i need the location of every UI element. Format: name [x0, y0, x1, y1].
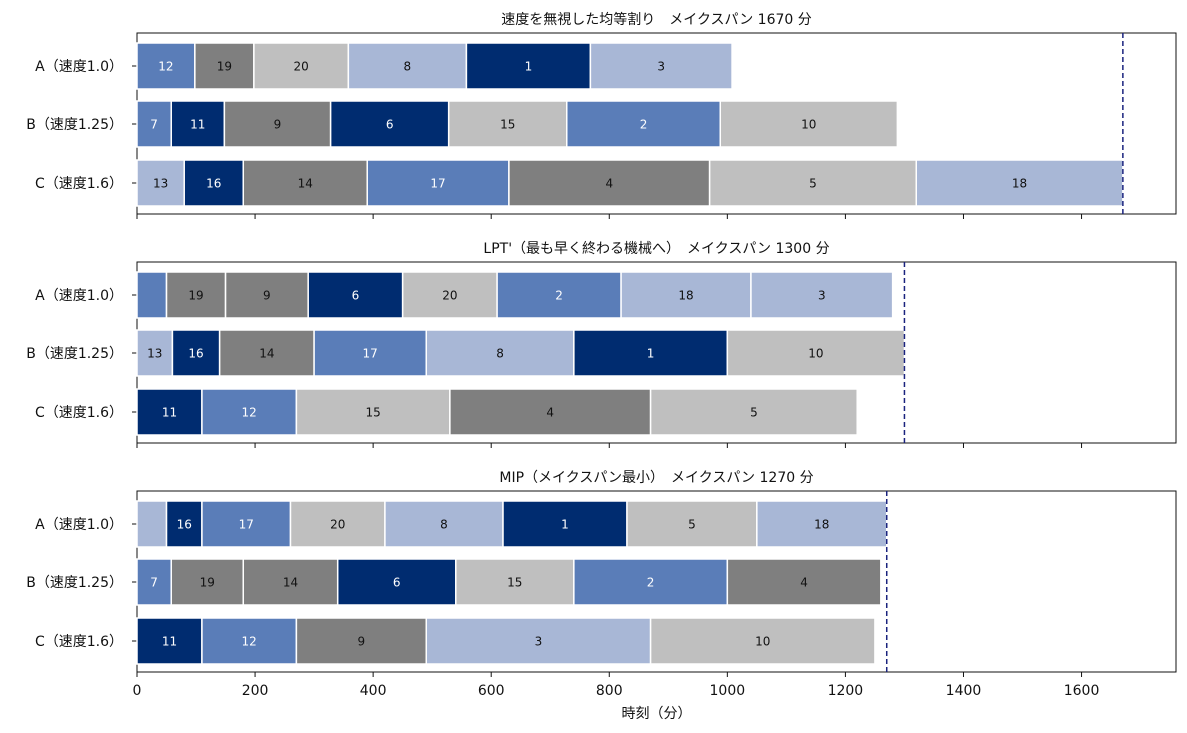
- job-label: 1: [647, 347, 655, 361]
- job-label: 6: [386, 118, 394, 132]
- job-label: 9: [358, 635, 366, 649]
- job-label: 11: [190, 118, 205, 132]
- x-tick-label: 0: [133, 683, 142, 699]
- panel-title: LPT'（最も早く終わる機械へ） メイクスパン 1300 分: [483, 241, 829, 257]
- job-label: 3: [535, 635, 543, 649]
- x-tick-label: 600: [478, 683, 505, 699]
- job-label: 3: [657, 60, 665, 74]
- machine-label: C（速度1.6）: [35, 405, 123, 421]
- job-label: 5: [688, 518, 696, 532]
- job-label: 1: [525, 60, 533, 74]
- job-label: 19: [217, 60, 232, 74]
- job-label: 15: [365, 406, 380, 420]
- machine-label: A（速度1.0）: [35, 288, 123, 304]
- job-label: 2: [555, 289, 563, 303]
- job-label: 4: [605, 177, 613, 191]
- job-label: 8: [496, 347, 504, 361]
- job-label: 17: [363, 347, 378, 361]
- job-bar: [137, 501, 167, 547]
- job-label: 3: [818, 289, 826, 303]
- job-label: 13: [147, 347, 162, 361]
- job-label: 15: [500, 118, 515, 132]
- job-label: 4: [800, 576, 808, 590]
- job-label: 19: [188, 289, 203, 303]
- job-label: 5: [750, 406, 758, 420]
- job-label: 14: [283, 576, 298, 590]
- x-tick-label: 1200: [828, 683, 864, 699]
- gantt-panel-2: LPT'（最も早く終わる機械へ） メイクスパン 1300 分A（速度1.0） 19…: [26, 241, 1176, 448]
- job-label: 8: [404, 60, 412, 74]
- job-label: 19: [200, 576, 215, 590]
- job-bar: [137, 272, 167, 318]
- job-label: 10: [801, 118, 816, 132]
- x-tick-label: 400: [360, 683, 387, 699]
- job-label: 10: [808, 347, 823, 361]
- job-label: 12: [242, 635, 257, 649]
- panel-title: 速度を無視した均等割り メイクスパン 1670 分: [501, 11, 812, 28]
- job-label: 5: [809, 177, 817, 191]
- job-label: 8: [440, 518, 448, 532]
- job-label: 18: [1012, 177, 1027, 191]
- job-label: 14: [259, 347, 274, 361]
- job-label: 12: [158, 60, 173, 74]
- job-label: 20: [293, 60, 308, 74]
- machine-label: C（速度1.6）: [35, 176, 123, 192]
- gantt-panel-1: 速度を無視した均等割り メイクスパン 1670 分A（速度1.0） 12 19 20 8…: [26, 11, 1176, 219]
- job-label: 9: [274, 118, 282, 132]
- job-label: 7: [150, 576, 158, 590]
- job-label: 2: [640, 118, 648, 132]
- job-label: 1: [561, 518, 569, 532]
- job-label: 20: [442, 289, 457, 303]
- job-label: 16: [188, 347, 203, 361]
- x-tick-label: 1600: [1064, 683, 1100, 699]
- job-label: 11: [162, 406, 177, 420]
- job-label: 15: [507, 576, 522, 590]
- machine-label: B（速度1.25）: [26, 575, 123, 591]
- job-label: 14: [298, 177, 313, 191]
- panel-title: MIP（メイクスパン最小） メイクスパン 1270 分: [499, 470, 813, 486]
- job-label: 20: [330, 518, 345, 532]
- machine-label: A（速度1.0）: [35, 59, 123, 75]
- job-label: 2: [647, 576, 655, 590]
- machine-label: B（速度1.25）: [26, 346, 123, 362]
- job-label: 6: [352, 289, 360, 303]
- job-label: 16: [177, 518, 192, 532]
- machine-label: B（速度1.25）: [26, 117, 123, 133]
- job-label: 7: [150, 118, 158, 132]
- x-tick-label: 1400: [946, 683, 982, 699]
- job-label: 18: [814, 518, 829, 532]
- job-label: 6: [393, 576, 401, 590]
- machine-label: A（速度1.0）: [35, 517, 123, 533]
- job-label: 9: [263, 289, 271, 303]
- gantt-panel-3: MIP（メイクスパン最小） メイクスパン 1270 分A（速度1.0） 16 17 2…: [26, 470, 1176, 677]
- job-label: 18: [678, 289, 693, 303]
- x-tick-label: 1000: [710, 683, 746, 699]
- x-axis-label: 時刻（分）: [622, 706, 692, 722]
- job-label: 11: [162, 635, 177, 649]
- job-label: 13: [153, 177, 168, 191]
- job-label: 17: [430, 177, 445, 191]
- job-label: 17: [239, 518, 254, 532]
- job-label: 4: [546, 406, 554, 420]
- job-label: 10: [755, 635, 770, 649]
- job-label: 12: [242, 406, 257, 420]
- job-label: 16: [206, 177, 221, 191]
- x-tick-label: 800: [596, 683, 623, 699]
- machine-label: C（速度1.6）: [35, 634, 123, 650]
- x-tick-label: 200: [242, 683, 269, 699]
